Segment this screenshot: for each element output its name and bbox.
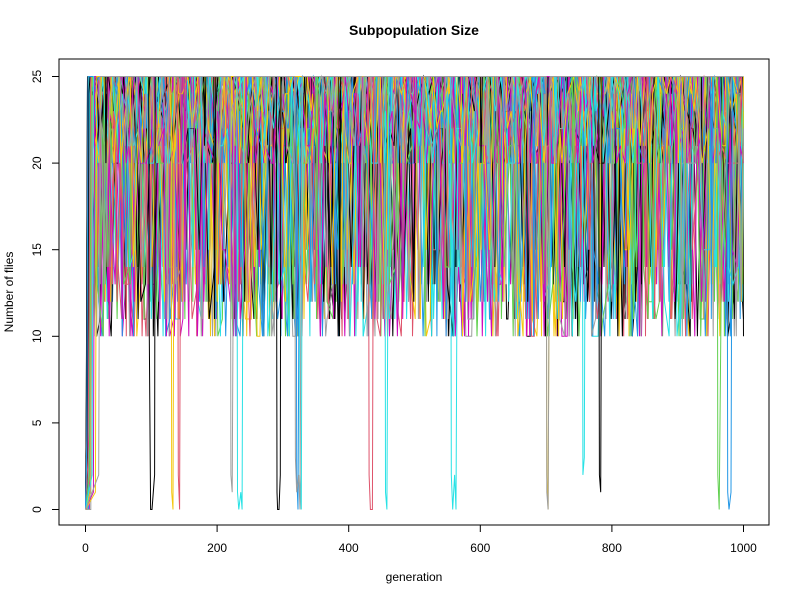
subpopulation-line-bg-39	[85, 76, 744, 510]
x-axis-label: generation	[386, 570, 443, 584]
y-axis: 0 5 10 15 20 25	[30, 70, 60, 513]
subpopulation-line-5	[85, 76, 744, 510]
y-tick-label-0: 0	[30, 506, 44, 513]
x-tick-label-1000: 1000	[730, 541, 757, 555]
chart-title: Subpopulation Size	[349, 22, 479, 38]
x-axis: 0 200 400 600 800 1000	[82, 524, 757, 555]
y-tick-label-10: 10	[30, 329, 44, 343]
y-axis-label: Number of flies	[2, 252, 16, 333]
y-tick-label-15: 15	[30, 243, 44, 257]
x-tick-label-0: 0	[82, 541, 89, 555]
subpopulation-line-bg-47	[85, 74, 744, 510]
y-tick-label-5: 5	[30, 419, 44, 426]
x-tick-label-200: 200	[207, 541, 227, 555]
x-tick-label-400: 400	[339, 541, 359, 555]
x-tick-label-600: 600	[470, 541, 490, 555]
subpopulation-line-7	[85, 76, 744, 510]
y-tick-label-20: 20	[30, 156, 44, 170]
subpopulation-line-2	[85, 76, 744, 510]
plot-lines	[85, 74, 744, 510]
x-tick-label-800: 800	[602, 541, 622, 555]
y-tick-label-25: 25	[30, 70, 44, 84]
